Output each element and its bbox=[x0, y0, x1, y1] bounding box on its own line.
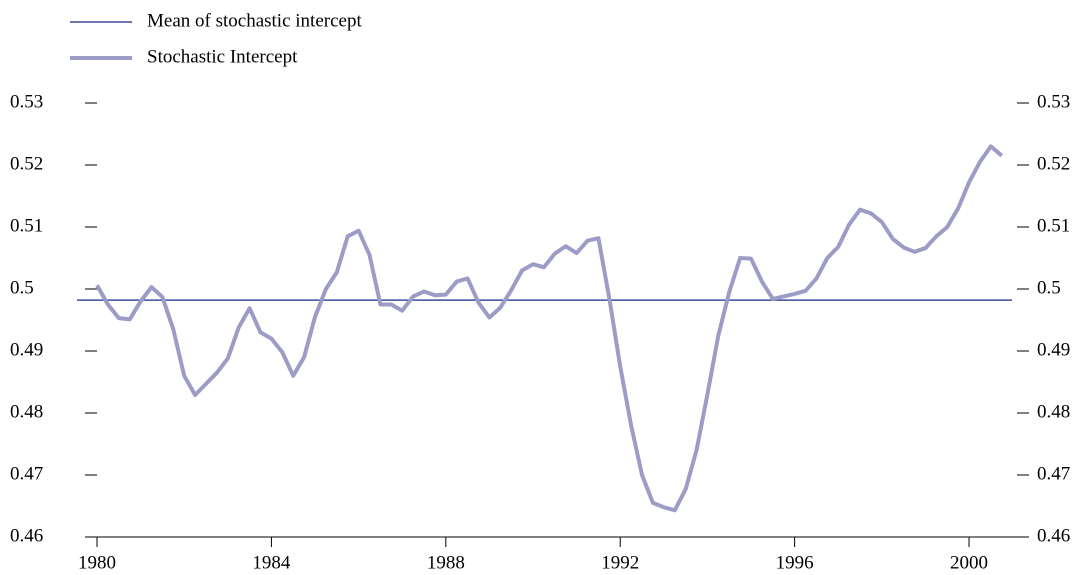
y-tick-label: 0.46 bbox=[10, 525, 43, 546]
y2-tick-label: 0.5 bbox=[1037, 277, 1061, 298]
x-tick-label: 1996 bbox=[776, 552, 814, 573]
x-tick-label: 1992 bbox=[601, 552, 639, 573]
y-tick-label: 0.5 bbox=[10, 277, 34, 298]
x-tick-label: 1984 bbox=[252, 552, 291, 573]
y2-tick-label: 0.53 bbox=[1037, 91, 1070, 112]
x-tick-label: 2000 bbox=[950, 552, 988, 573]
y-tick-label: 0.49 bbox=[10, 339, 43, 360]
legend-label: Stochastic Intercept bbox=[147, 46, 298, 67]
y2-tick-label: 0.47 bbox=[1037, 463, 1070, 484]
y-tick-label: 0.51 bbox=[10, 215, 43, 236]
y2-tick-label: 0.49 bbox=[1037, 339, 1070, 360]
y2-tick-label: 0.51 bbox=[1037, 215, 1070, 236]
y2-tick-label: 0.52 bbox=[1037, 153, 1070, 174]
y-tick-label: 0.47 bbox=[10, 463, 43, 484]
y-tick-label: 0.52 bbox=[10, 153, 43, 174]
y2-tick-label: 0.46 bbox=[1037, 525, 1070, 546]
y2-tick-label: 0.48 bbox=[1037, 401, 1070, 422]
x-tick-label: 1980 bbox=[78, 552, 116, 573]
y-tick-label: 0.48 bbox=[10, 401, 43, 422]
legend-label: Mean of stochastic intercept bbox=[147, 10, 362, 31]
y-tick-label: 0.53 bbox=[10, 91, 43, 112]
series-line bbox=[95, 144, 1004, 513]
x-tick-label: 1988 bbox=[427, 552, 465, 573]
